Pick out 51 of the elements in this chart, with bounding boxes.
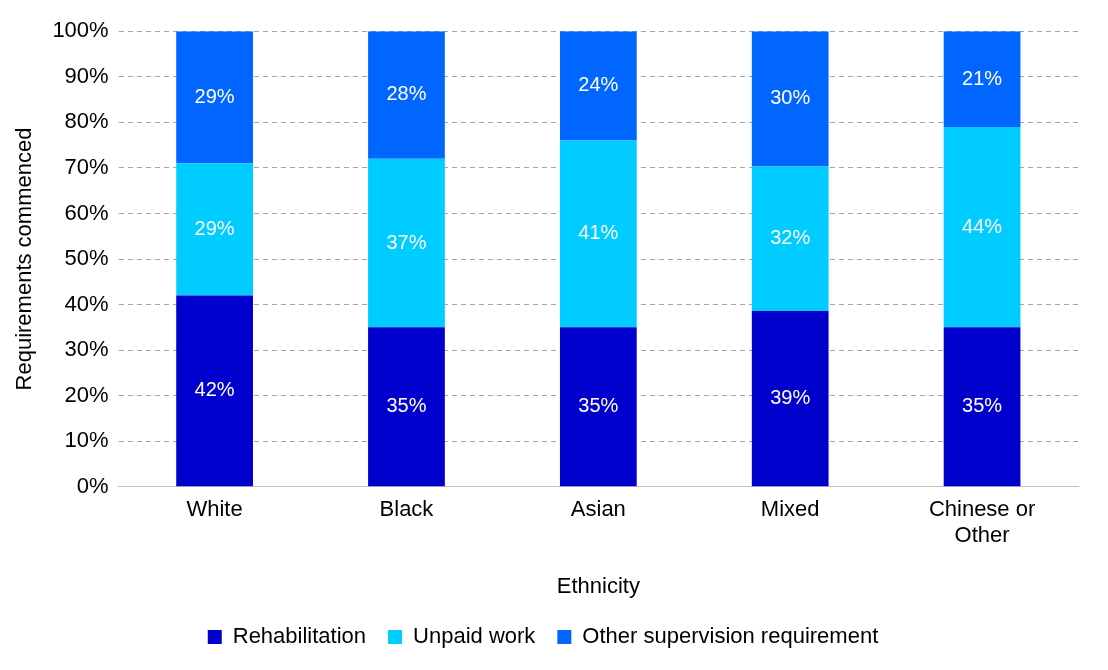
data-label: 24%	[578, 73, 619, 96]
legend-label: Unpaid work	[413, 623, 537, 649]
y-tick-label: 20%	[64, 381, 109, 407]
data-label: 29%	[194, 84, 235, 107]
data-label: 39%	[770, 386, 811, 409]
y-tick-label: 30%	[64, 336, 109, 362]
y-tick-label: 70%	[64, 153, 109, 179]
y-axis-title: Requirements commenced	[11, 127, 37, 391]
legend-label: Other supervision requirement	[582, 623, 879, 649]
bar	[559, 31, 637, 141]
y-tick-label: 80%	[64, 108, 109, 134]
data-label: 35%	[386, 394, 427, 417]
x-axis-title: Ethnicity	[556, 572, 640, 598]
data-label: 30%	[770, 86, 811, 109]
y-tick-label: 100%	[52, 17, 109, 43]
x-tick-label: Asian	[570, 496, 626, 522]
bar	[368, 31, 445, 159]
legend-label: Rehabilitation	[232, 623, 367, 649]
bar	[176, 31, 253, 164]
bar	[943, 126, 1021, 328]
bar	[751, 31, 829, 167]
y-tick-label: 60%	[64, 199, 109, 225]
bar	[368, 327, 445, 487]
data-label: 32%	[770, 226, 811, 249]
bar	[559, 327, 637, 487]
y-tick-label: 50%	[64, 245, 109, 271]
data-label: 41%	[578, 221, 619, 244]
bar	[368, 158, 445, 328]
data-label: 42%	[194, 378, 235, 401]
data-label: 35%	[962, 394, 1003, 417]
y-tick-label: 40%	[64, 290, 109, 316]
y-tick-label: 0%	[76, 472, 109, 498]
bar	[176, 163, 253, 296]
data-label: 29%	[194, 216, 235, 239]
x-tick-label: Mixed	[760, 496, 820, 522]
x-tick-label: Chinese or Other	[928, 496, 1036, 548]
bar	[943, 327, 1021, 487]
bar	[751, 310, 829, 487]
bar	[943, 31, 1021, 127]
bar	[176, 295, 253, 487]
x-tick-label: White	[186, 496, 243, 522]
y-tick-label: 10%	[64, 427, 109, 453]
data-label: 35%	[578, 394, 619, 417]
bar	[559, 140, 637, 328]
data-label: 28%	[386, 82, 427, 105]
data-label: 44%	[962, 214, 1003, 237]
data-label: 21%	[962, 66, 1003, 89]
y-tick-label: 90%	[64, 62, 109, 88]
data-label: 37%	[386, 230, 427, 253]
x-tick-label: Black	[379, 496, 435, 522]
bar	[751, 166, 829, 311]
